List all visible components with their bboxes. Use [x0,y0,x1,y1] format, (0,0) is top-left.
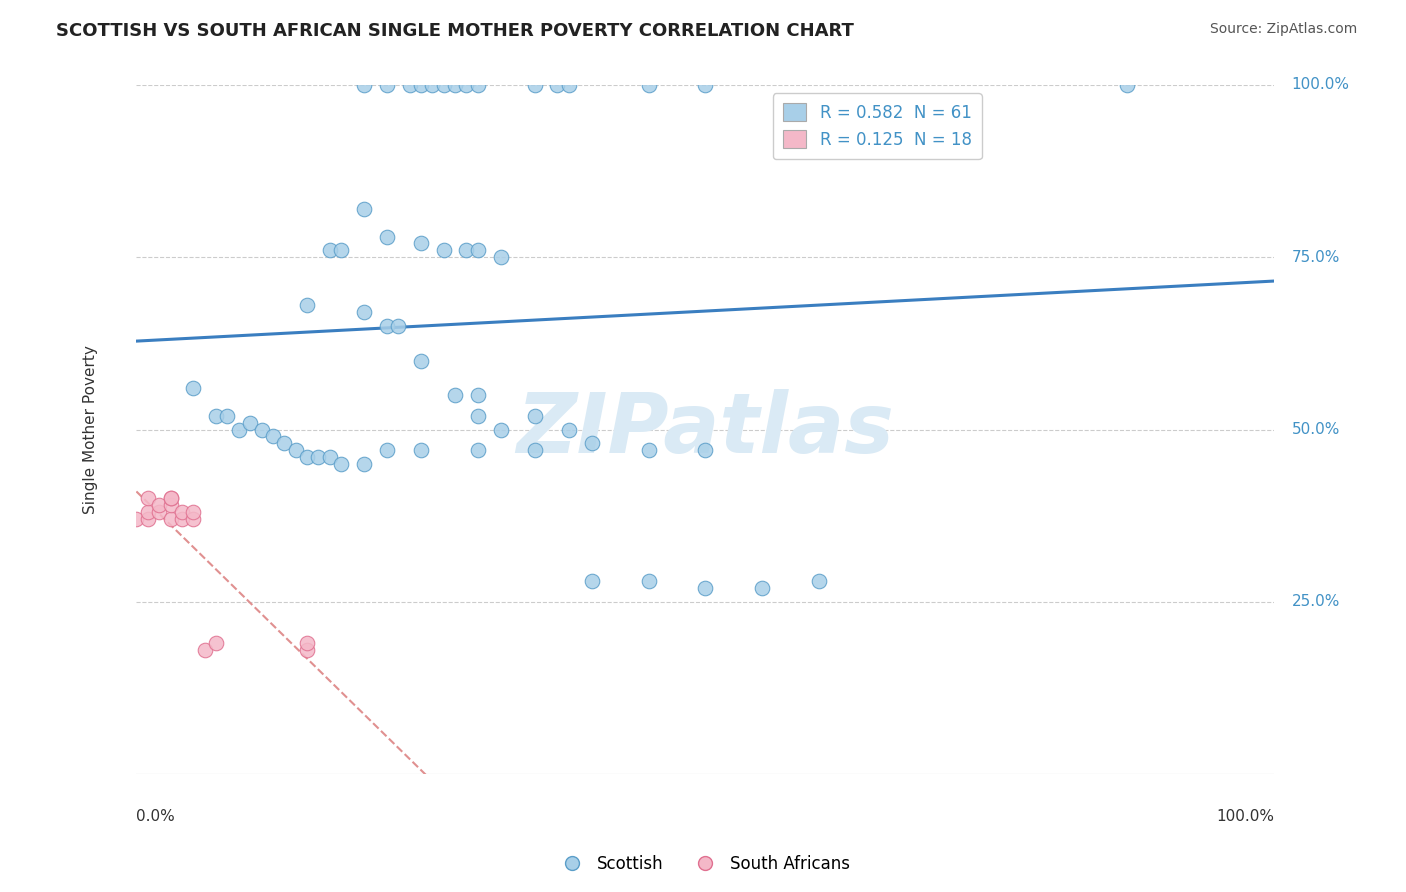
Point [467,409,489,423]
Point [637,78,659,92]
Point [523,78,546,92]
Point [353,202,375,216]
Point [523,443,546,458]
Point [558,423,581,437]
Point [523,409,546,423]
Text: ZIPatlas: ZIPatlas [516,389,894,470]
Point [330,457,353,471]
Text: Source: ZipAtlas.com: Source: ZipAtlas.com [1209,22,1357,37]
Point [136,512,159,526]
Point [637,574,659,589]
Point [319,450,342,464]
Point [353,457,375,471]
Text: 0.0%: 0.0% [136,808,176,823]
Point [295,643,318,657]
Point [558,78,581,92]
Point [330,244,353,258]
Point [136,491,159,506]
Text: 25.0%: 25.0% [1292,594,1340,609]
Point [148,505,170,519]
Point [194,643,217,657]
Point [637,443,659,458]
Point [250,423,273,437]
Point [170,505,193,519]
Point [295,450,318,464]
Point [467,388,489,402]
Point [808,574,831,589]
Point [295,298,318,312]
Text: 75.0%: 75.0% [1292,250,1340,265]
Text: SCOTTISH VS SOUTH AFRICAN SINGLE MOTHER POVERTY CORRELATION CHART: SCOTTISH VS SOUTH AFRICAN SINGLE MOTHER … [56,22,853,40]
Point [695,581,717,595]
Point [489,250,512,264]
Point [409,236,432,251]
Point [181,505,204,519]
Point [217,409,239,423]
Point [456,78,478,92]
Point [136,505,159,519]
Point [375,319,398,334]
Point [456,244,478,258]
Text: 100.0%: 100.0% [1216,808,1274,823]
Point [433,78,456,92]
Point [273,436,295,450]
Point [148,499,170,513]
Point [751,581,773,595]
Point [409,443,432,458]
Point [467,244,489,258]
Point [262,429,284,443]
Point [159,499,181,513]
Legend: Scottish, South Africans: Scottish, South Africans [548,848,858,880]
Legend: R = 0.582  N = 61, R = 0.125  N = 18: R = 0.582 N = 61, R = 0.125 N = 18 [773,94,981,159]
Point [295,636,318,650]
Text: Single Mother Poverty: Single Mother Poverty [83,345,98,514]
Point [205,636,228,650]
Point [409,353,432,368]
Point [228,423,250,437]
Point [181,381,204,395]
Point [375,443,398,458]
Point [547,78,569,92]
Point [444,388,467,402]
Point [695,443,717,458]
Point [467,78,489,92]
Point [695,78,717,92]
Point [319,244,342,258]
Point [353,78,375,92]
Point [420,78,443,92]
Point [387,319,409,334]
Point [353,305,375,319]
Point [170,512,193,526]
Point [467,443,489,458]
Point [239,416,262,430]
Point [398,78,420,92]
Point [409,78,432,92]
Text: 100.0%: 100.0% [1292,78,1350,93]
Point [1115,78,1137,92]
Point [284,443,307,458]
Point [308,450,330,464]
Point [444,78,467,92]
Point [581,436,603,450]
Point [581,574,603,589]
Point [489,423,512,437]
Point [125,512,148,526]
Point [433,244,456,258]
Point [375,78,398,92]
Point [205,409,228,423]
Point [375,229,398,244]
Point [181,512,204,526]
Point [159,491,181,506]
Point [159,491,181,506]
Text: 50.0%: 50.0% [1292,422,1340,437]
Point [159,512,181,526]
